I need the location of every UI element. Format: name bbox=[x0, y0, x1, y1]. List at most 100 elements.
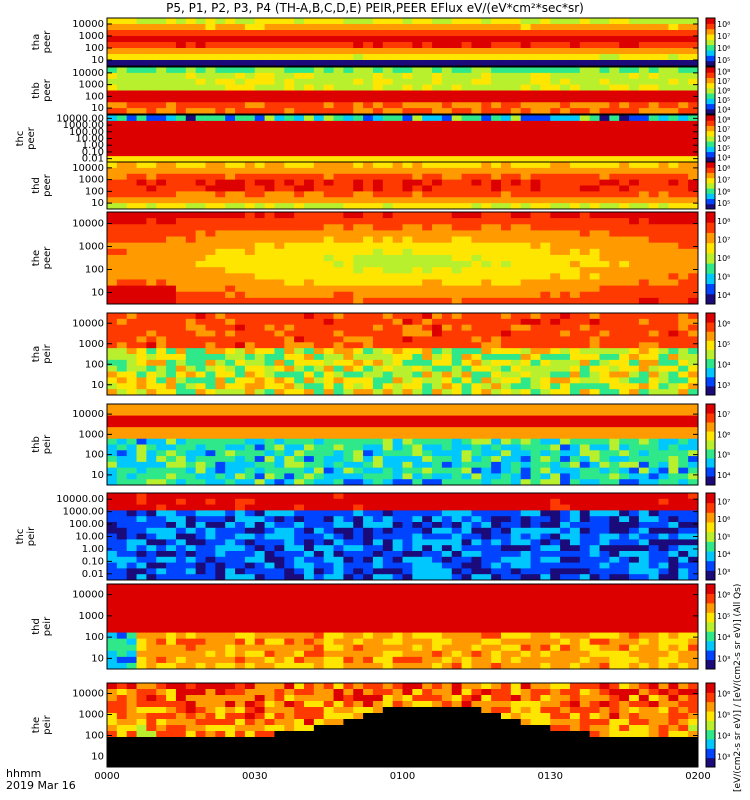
heatmap-cell bbox=[254, 456, 265, 463]
heatmap-cell bbox=[175, 342, 187, 349]
heatmap-cell bbox=[688, 167, 699, 175]
heatmap-cell bbox=[215, 510, 226, 517]
heatmap-cell bbox=[520, 224, 531, 231]
heatmap-cell bbox=[550, 173, 561, 181]
heatmap-cell bbox=[372, 126, 384, 134]
heatmap-cell bbox=[372, 291, 384, 299]
heatmap-cell bbox=[333, 150, 344, 157]
heatmap-cell bbox=[244, 409, 256, 416]
heatmap-cell bbox=[136, 48, 147, 55]
heatmap-cell bbox=[146, 78, 157, 86]
heatmap-cell bbox=[392, 421, 403, 428]
heatmap-cell bbox=[530, 156, 541, 163]
heatmap-cell bbox=[215, 444, 226, 451]
heatmap-cell bbox=[412, 365, 423, 372]
heatmap-cell bbox=[648, 167, 659, 175]
heatmap-cell bbox=[205, 236, 216, 244]
heatmap-cell bbox=[254, 242, 265, 250]
heatmap-cell bbox=[599, 108, 610, 115]
heatmap-cell bbox=[215, 324, 226, 331]
heatmap-cell bbox=[136, 450, 147, 457]
heatmap-cell bbox=[520, 273, 531, 280]
heatmap-cell bbox=[363, 150, 374, 157]
heatmap-cell bbox=[304, 267, 315, 274]
heatmap-cell bbox=[156, 516, 167, 523]
heatmap-cell bbox=[560, 242, 571, 250]
heatmap-cell bbox=[215, 348, 226, 355]
heatmap-cell bbox=[323, 273, 334, 280]
heatmap-cell bbox=[323, 126, 334, 134]
heatmap-cell bbox=[540, 404, 551, 411]
heatmap-cell bbox=[658, 108, 669, 115]
heatmap-cell bbox=[126, 36, 137, 43]
heatmap-cell bbox=[353, 84, 364, 91]
heatmap-cell bbox=[412, 218, 423, 225]
heatmap-cell bbox=[235, 313, 246, 320]
panel-label-line: peer bbox=[42, 246, 53, 270]
heatmap-cell bbox=[353, 179, 364, 186]
heatmap-cell bbox=[156, 291, 167, 299]
heatmap-cell bbox=[175, 404, 187, 411]
heatmap-cell bbox=[304, 432, 315, 440]
heatmap-cell bbox=[333, 18, 344, 25]
heatmap-cell bbox=[205, 377, 216, 384]
heatmap-cell bbox=[688, 30, 699, 37]
heatmap-cell bbox=[225, 67, 236, 74]
heatmap-cell bbox=[304, 72, 315, 80]
heatmap-cell bbox=[412, 185, 423, 192]
heatmap-cell bbox=[372, 108, 384, 115]
heatmap-cell bbox=[530, 197, 541, 204]
heatmap-cell bbox=[599, 318, 610, 326]
heatmap-cell bbox=[333, 42, 344, 49]
heatmap-cell bbox=[520, 102, 531, 109]
colorbar-step bbox=[706, 476, 715, 486]
heatmap-cell bbox=[126, 273, 137, 280]
heatmap-cell bbox=[560, 78, 571, 86]
heatmap-cell bbox=[126, 473, 137, 480]
heatmap-cell bbox=[215, 36, 226, 43]
heatmap-cell bbox=[244, 48, 256, 55]
heatmap-cell bbox=[156, 248, 167, 256]
heatmap-cell bbox=[619, 318, 630, 326]
heatmap-cell bbox=[116, 421, 128, 428]
heatmap-cell bbox=[422, 324, 433, 331]
heatmap-cell bbox=[402, 138, 413, 145]
heatmap-cell bbox=[156, 415, 167, 422]
heatmap-cell bbox=[166, 383, 177, 390]
heatmap-cell bbox=[235, 473, 246, 480]
heatmap-cell bbox=[422, 212, 433, 219]
heatmap-cell bbox=[491, 115, 502, 122]
heatmap-cell bbox=[225, 102, 236, 109]
heatmap-cell bbox=[353, 230, 364, 237]
heatmap-cell bbox=[530, 54, 541, 61]
heatmap-cell bbox=[146, 150, 157, 157]
heatmap-cell bbox=[451, 427, 462, 434]
heatmap-cell bbox=[195, 254, 206, 262]
heatmap-cell bbox=[550, 179, 561, 186]
heatmap-cell bbox=[678, 67, 689, 74]
heatmap-cell bbox=[225, 132, 236, 139]
heatmap-cell bbox=[609, 138, 620, 145]
heatmap-cell bbox=[678, 203, 689, 210]
heatmap-cell bbox=[569, 473, 581, 480]
heatmap-cell bbox=[422, 248, 433, 256]
heatmap-cell bbox=[540, 42, 551, 49]
heatmap-cell bbox=[658, 415, 669, 422]
heatmap-cell bbox=[441, 138, 453, 145]
heatmap-cell bbox=[530, 377, 541, 384]
heatmap-cell bbox=[254, 96, 265, 103]
heatmap-cell bbox=[146, 450, 157, 457]
heatmap-cell bbox=[353, 156, 364, 163]
heatmap-cell bbox=[254, 450, 265, 457]
heatmap-cell bbox=[363, 383, 374, 390]
heatmap-cell bbox=[629, 197, 640, 204]
heatmap-cell bbox=[205, 197, 216, 204]
heatmap-cell bbox=[136, 126, 147, 134]
heatmap-cell bbox=[579, 461, 591, 469]
heatmap-cell bbox=[353, 279, 364, 286]
heatmap-cell bbox=[205, 551, 216, 558]
heatmap-cell bbox=[244, 504, 256, 511]
heatmap-cell bbox=[254, 126, 265, 134]
